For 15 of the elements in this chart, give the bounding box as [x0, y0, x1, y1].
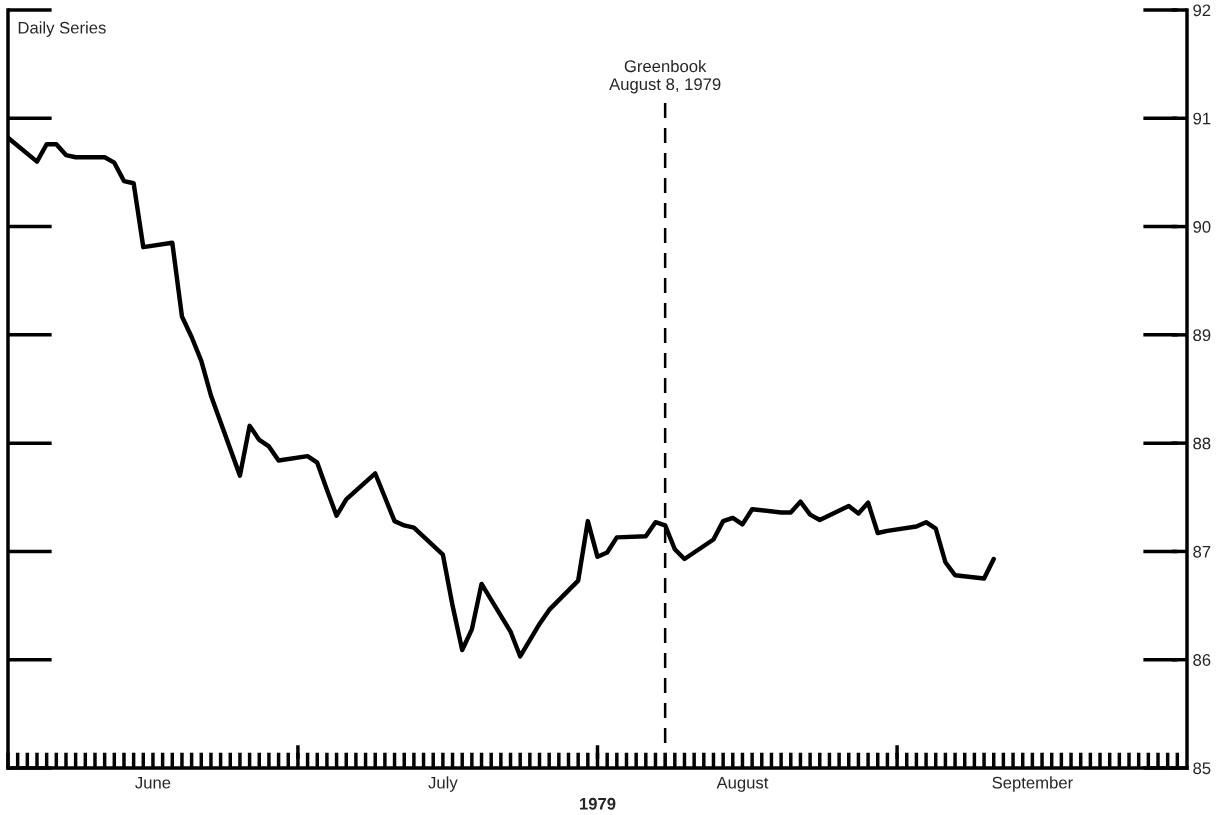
y-tick-label: 88 — [1193, 437, 1211, 450]
y-tick-label: 90 — [1193, 220, 1211, 233]
y-tick-label: 86 — [1193, 654, 1211, 666]
ref-line-label: Greenbook August 8, 1979 — [609, 59, 721, 94]
y-tick-label: 91 — [1193, 112, 1211, 125]
x-axis-title: 1979 — [580, 797, 616, 810]
y-tick-label: 89 — [1193, 329, 1211, 342]
y-tick-label: 85 — [1193, 762, 1211, 775]
annotation: Daily Series — [18, 21, 106, 37]
y-tick-label: 92 — [1193, 4, 1211, 17]
x-tick-label: June — [135, 776, 171, 789]
x-tick-label: July — [428, 776, 458, 792]
x-tick-label: August — [716, 776, 769, 792]
x-tick-label: September — [992, 776, 1073, 792]
y-tick-label: 87 — [1193, 545, 1211, 558]
